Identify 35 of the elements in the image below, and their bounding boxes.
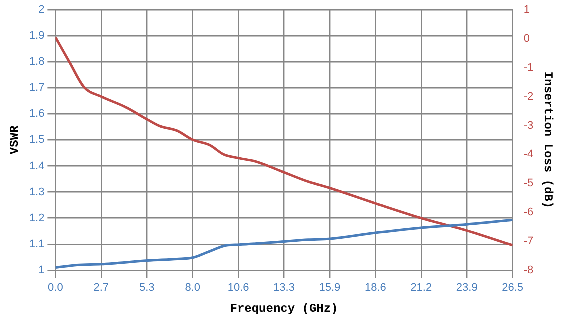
y2-tick-label: -4 <box>524 148 534 161</box>
x-axis-title: Frequency (GHz) <box>230 302 338 316</box>
x-tick-label: 8.0 <box>185 282 200 294</box>
y-tick-label: 1.9 <box>29 30 45 42</box>
y2-tick-label: 0 <box>524 32 530 45</box>
y-tick-label: 1.3 <box>29 186 45 198</box>
y-tick-label: 1.8 <box>29 56 45 68</box>
x-tick-label: 5.3 <box>139 282 155 294</box>
y-tick-label: 1.2 <box>29 212 45 224</box>
x-tick-label: 15.9 <box>319 282 341 294</box>
y-tick-label: 2 <box>38 4 45 16</box>
y2-tick-label: -1 <box>524 62 534 74</box>
y2-tick-label: -7 <box>524 236 534 248</box>
x-tick-label: 0.0 <box>48 282 64 294</box>
y-tick-label: 1.5 <box>29 134 45 146</box>
x-tick-label: 13.3 <box>274 282 295 294</box>
y-tick-label: 1.7 <box>29 82 45 94</box>
y2-tick-label: -5 <box>524 178 534 190</box>
x-tick-label: 21.2 <box>410 282 432 294</box>
y2-tick-label: -8 <box>524 264 534 276</box>
y2-tick-label: -2 <box>524 90 534 103</box>
y-tick-label: 1 <box>38 264 45 276</box>
y2-tick-label: -3 <box>524 120 534 132</box>
y-tick-label: 1.6 <box>29 108 45 120</box>
y2-tick-label: -6 <box>524 206 534 219</box>
y2-axis-title: Insertion Loss (dB) <box>540 72 555 209</box>
y-tick-label: 1.4 <box>29 160 45 172</box>
y-tick-label: 1.1 <box>29 238 45 250</box>
x-tick-label: 23.9 <box>456 282 478 294</box>
x-tick-label: 10.6 <box>228 282 250 294</box>
x-tick-label: 18.6 <box>364 282 386 294</box>
x-tick-label: 26.5 <box>502 282 524 294</box>
y-axis-title: VSWR <box>8 125 22 155</box>
x-tick-label: 2.7 <box>94 282 110 294</box>
y2-tick-label: 1 <box>524 4 530 16</box>
